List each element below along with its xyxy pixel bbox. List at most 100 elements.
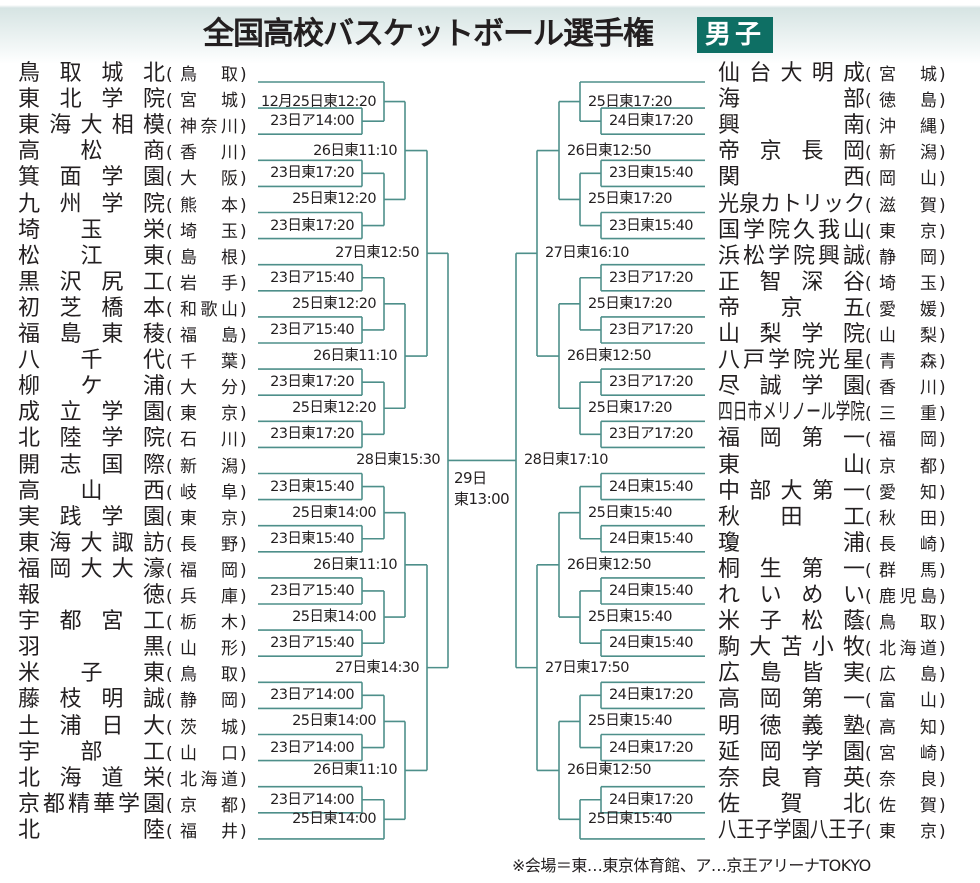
team-name: 帝京五: [718, 295, 865, 321]
team-name: 東海大相模: [18, 113, 165, 139]
team-row: 北陸(福井): [0, 818, 980, 844]
paren-open: (: [865, 378, 872, 399]
team-prefecture: 長崎: [879, 534, 937, 555]
match-schedule-label: 24日東15:40: [609, 582, 693, 599]
match-schedule-label: 26日東11:10: [313, 142, 397, 159]
team-prefecture: 東京: [879, 221, 937, 242]
paren-close: ): [939, 299, 946, 320]
header-band: [0, 0, 980, 64]
team-row: 高岡第一(富山): [0, 687, 980, 713]
team-prefecture: 山口: [180, 743, 238, 764]
paren-close: ): [939, 482, 946, 503]
team-prefecture: 東京: [180, 508, 238, 529]
team-prefecture: 宮城: [879, 65, 937, 85]
paren-open: (: [865, 352, 872, 373]
match-schedule-label: 26日東11:10: [313, 348, 397, 365]
match-schedule-label: 25日東12:20: [292, 191, 376, 208]
match-schedule-label: 26日東12:50: [567, 762, 651, 779]
final-match-label: 29日 東13:00: [454, 468, 510, 510]
team-prefecture: 徳島: [879, 91, 937, 112]
team-row: 東海大相模(神奈川): [0, 113, 980, 139]
team-prefecture: 鹿児島: [879, 587, 937, 607]
team-name: 帝京長岡: [718, 139, 865, 165]
paren-close: ): [240, 430, 247, 451]
paren-open: (: [166, 404, 173, 425]
paren-close: ): [939, 378, 946, 399]
paren-open: (: [166, 91, 173, 112]
paren-open: (: [865, 430, 872, 451]
paren-open: (: [865, 795, 872, 816]
paren-open: (: [166, 169, 173, 190]
paren-open: (: [166, 117, 173, 138]
paren-open: (: [166, 560, 173, 581]
team-prefecture: 宮城: [180, 91, 238, 112]
team-row: 宇部工(山口): [0, 740, 980, 766]
paren-open: (: [166, 195, 173, 216]
paren-close: ): [939, 117, 946, 138]
team-prefecture: 東京: [879, 821, 937, 842]
paren-open: (: [166, 482, 173, 503]
team-row: 宇都宮工(栃木): [0, 609, 980, 635]
team-row: 開志国際(新潟): [0, 453, 980, 479]
paren-open: (: [166, 587, 173, 607]
team-row: 四日市メリノール学院(三重): [0, 400, 980, 426]
match-schedule-label: 23日ア14:00: [270, 113, 354, 130]
team-name: 四日市メリノール学院: [718, 400, 865, 426]
paren-close: ): [240, 195, 247, 216]
team-row: 佐賀北(佐賀): [0, 792, 980, 818]
team-row: れいめい(鹿児島): [0, 583, 980, 609]
team-name: 羽黒: [18, 635, 165, 661]
team-name: 海部: [718, 87, 865, 113]
team-name: 正智深谷: [718, 269, 865, 295]
team-name-text: 四日市メリノール学院: [718, 400, 865, 426]
team-prefecture: 鳥取: [180, 65, 238, 85]
team-name: 報徳: [18, 583, 165, 608]
team-prefecture: 宮崎: [879, 743, 937, 764]
team-row: 八王子学園八王子(東京): [0, 818, 980, 844]
paren-close: ): [939, 534, 946, 555]
paren-open: (: [865, 221, 872, 242]
team-row: 藤枝明誠(静岡): [0, 687, 980, 713]
team-row: 柳ケ浦(大分): [0, 374, 980, 400]
paren-close: ): [939, 613, 946, 634]
paren-close: ): [240, 91, 247, 112]
match-schedule-label: 25日東17:20: [588, 400, 672, 417]
team-row: 米子東(鳥取): [0, 661, 980, 687]
paren-close: ): [240, 169, 247, 190]
team-row: 初芝橋本(和歌山): [0, 296, 980, 322]
paren-open: (: [865, 691, 872, 712]
team-name: 藤枝明誠: [18, 687, 165, 713]
paren-open: (: [865, 456, 872, 477]
match-schedule-label: 25日東12:20: [292, 400, 376, 417]
team-prefecture: 新潟: [180, 456, 238, 477]
team-name: 八王子学園八王子: [718, 818, 865, 844]
team-name: 宇都宮工: [18, 609, 165, 635]
paren-close: ): [240, 821, 247, 842]
team-prefecture: 広島: [879, 665, 937, 686]
paren-open: (: [166, 534, 173, 555]
paren-close: ): [240, 613, 247, 634]
venue-footnote: ※会場＝東…東京体育館、ア…京王アリーナTOKYO: [512, 856, 871, 875]
paren-close: ): [240, 299, 247, 320]
team-prefecture: 山形: [180, 639, 238, 660]
paren-open: (: [166, 456, 173, 477]
paren-open: (: [166, 743, 173, 764]
team-prefecture: 埼玉: [180, 221, 238, 242]
team-prefecture: 島根: [180, 247, 238, 268]
team-row: 福島東稜(福島): [0, 322, 980, 348]
team-prefecture: 岩手: [180, 273, 238, 294]
paren-open: (: [166, 273, 173, 294]
team-name: 松江東: [18, 243, 165, 269]
paren-close: ): [240, 482, 247, 503]
team-name: 九州学院: [18, 191, 165, 217]
team-name-text: 光泉カトリック: [718, 191, 865, 217]
team-row: 羽黒(山形): [0, 635, 980, 661]
paren-open: (: [166, 430, 173, 451]
team-name: 米子東: [18, 661, 165, 687]
team-name: 初芝橋本: [18, 295, 165, 321]
match-schedule-label: 12月25日東12:20: [261, 93, 377, 110]
team-name: 八戸学院光星: [718, 348, 865, 374]
paren-close: ): [240, 117, 247, 138]
team-name: 京都精華学園: [18, 791, 165, 817]
